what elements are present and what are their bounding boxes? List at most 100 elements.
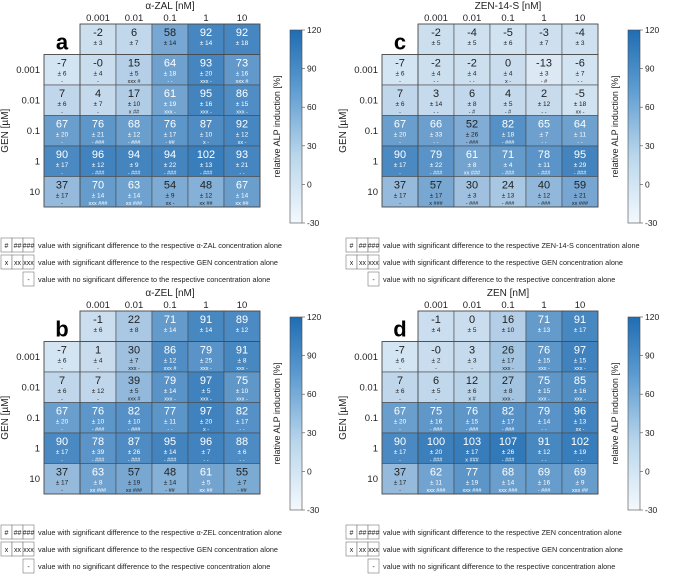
cell-significance: - -	[239, 427, 244, 433]
cell-value: 67	[56, 119, 68, 131]
cell-significance: -	[97, 397, 99, 403]
cell-significance: - ###	[502, 427, 515, 433]
cell-sd: ± 15	[538, 388, 551, 395]
cell-value: 65	[538, 119, 550, 131]
heatmap-cell	[561, 463, 599, 495]
cell-significance: xxx #	[164, 366, 178, 372]
x-tick-label: 0.1	[163, 300, 176, 311]
legend-dash-box	[367, 271, 380, 287]
y-tick-label: 1	[373, 156, 378, 167]
legend-hash-text: value with significant difference to the…	[383, 528, 622, 537]
heatmap-cell	[79, 145, 117, 177]
cell-sd: ± 22	[430, 162, 443, 169]
heatmap-cell	[79, 176, 117, 208]
heatmap-cell	[489, 341, 527, 373]
cell-sd: ± 17	[502, 358, 515, 365]
heatmap-cell	[525, 310, 563, 342]
cell-sd: ± 6	[94, 327, 103, 334]
heatmap-cell	[223, 84, 261, 116]
cell-sd: ± 14	[538, 419, 551, 426]
cell-significance: - -	[433, 79, 438, 85]
legend-x-symbol: xxx	[368, 260, 379, 267]
y-tick-label: 0.001	[354, 65, 378, 76]
cell-significance: xx -	[238, 140, 247, 146]
cell-significance: -	[97, 366, 99, 372]
cell-sd: ± 17	[56, 193, 69, 200]
colorbar-tick-label: 120	[645, 25, 659, 35]
cell-significance: - ###	[502, 171, 515, 177]
cell-sd: ± 19	[164, 101, 177, 108]
cell-significance: -	[399, 79, 401, 85]
cell-significance: -	[399, 366, 401, 372]
heatmap-cell	[115, 371, 153, 403]
y-axis-label: GEN [µM]	[0, 108, 11, 152]
cell-value: 58	[164, 27, 176, 39]
heatmap-cell	[151, 402, 189, 434]
cell-significance: xxx ###	[89, 201, 109, 207]
legend-x-symbol: xxx	[368, 547, 379, 554]
cell-significance: - ###	[574, 171, 587, 177]
cell-value: 75	[430, 406, 442, 418]
cell-value: 82	[236, 406, 248, 418]
cell-significance: - #	[469, 110, 476, 116]
y-tick-label: 10	[29, 474, 40, 485]
heatmap-cell	[381, 84, 419, 116]
cell-significance: - ###	[164, 171, 177, 177]
cell-value: 26	[502, 345, 514, 357]
y-tick-label: 1	[35, 443, 40, 454]
cell-value: 0	[469, 314, 475, 326]
cell-significance: xxx -	[502, 366, 514, 372]
cell-sd: ± 12	[538, 193, 551, 200]
cell-significance: -	[61, 427, 63, 433]
cell-value: 24	[502, 180, 514, 192]
cell-sd: ± 10	[236, 388, 249, 395]
cell-sd: ± 14	[164, 449, 177, 456]
cell-value: 69	[538, 467, 550, 479]
cell-value: -2	[467, 58, 477, 70]
cell-sd: ± 6	[58, 358, 67, 365]
cell-value: -7	[395, 345, 405, 357]
cell-sd: ± 4	[94, 71, 103, 78]
cell-value: -1	[93, 314, 103, 326]
cell-significance: -	[471, 366, 473, 372]
cell-sd: ± 12	[538, 449, 551, 456]
cell-significance: xx ###	[90, 488, 107, 494]
cell-significance: xxx -	[200, 110, 212, 116]
cell-sd: ± 10	[92, 419, 105, 426]
cell-sd: ± 9	[576, 480, 585, 487]
cell-value: 39	[128, 375, 140, 387]
legend-hash-text: value with significant difference to the…	[383, 241, 640, 250]
cell-sd: ± 17	[56, 449, 69, 456]
cell-value: 64	[164, 58, 176, 70]
heatmap-cell	[489, 371, 527, 403]
legend-x-symbol: xx	[14, 547, 22, 554]
cell-significance: - ###	[128, 171, 141, 177]
cell-sd: ± 16	[574, 388, 587, 395]
colorbar-tick-label: 90	[307, 351, 317, 361]
cell-sd: ± 5	[504, 101, 513, 108]
cell-sd: ± 18	[574, 101, 587, 108]
x-tick-label: 0.1	[501, 13, 514, 24]
cell-value: 97	[574, 345, 586, 357]
cell-significance: - -	[167, 427, 172, 433]
cell-value: 7	[397, 375, 403, 387]
cell-sd: ± 8	[468, 101, 477, 108]
cell-value: -7	[57, 58, 67, 70]
cell-significance: - ###	[430, 171, 443, 177]
cell-value: 37	[394, 467, 406, 479]
cell-value: 48	[200, 180, 212, 192]
heatmap-cell	[43, 463, 81, 495]
cell-sd: ± 20	[394, 132, 407, 139]
heatmap-cell	[417, 115, 455, 147]
cell-sd: ± 16	[200, 101, 213, 108]
x-tick-label: 1	[203, 300, 208, 311]
cell-sd: ± 14	[164, 388, 177, 395]
cell-significance: -	[61, 488, 63, 494]
cell-significance: - ###	[502, 201, 515, 207]
cell-value: 1	[95, 345, 101, 357]
cell-value: 91	[574, 314, 586, 326]
cell-value: 7	[59, 88, 65, 100]
heatmap-cell	[561, 371, 599, 403]
x-tick-label: 0.01	[125, 13, 144, 24]
heatmap-cell	[561, 54, 599, 86]
